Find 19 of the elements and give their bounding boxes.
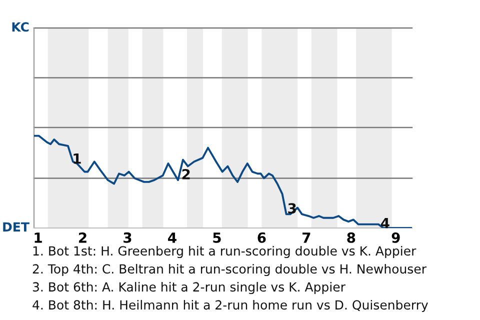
annotation: 3: [288, 203, 296, 214]
x-tick-label: 9: [392, 232, 400, 243]
annotation: 4: [380, 218, 390, 228]
annotation: 1: [74, 154, 81, 164]
x-tick-label: 3: [124, 232, 132, 243]
annotation: 2: [182, 168, 190, 180]
text: 3. Bot 6th: A. Kaline hit a 2-run single vs K. Appier: [32, 282, 346, 294]
text: KC: [12, 22, 29, 32]
x-tick-label: 8: [347, 232, 356, 243]
x-tick-label: 7: [302, 232, 310, 243]
x-tick-label: 1: [34, 232, 42, 243]
x-tick-label: 6: [258, 232, 266, 243]
text: 1. Bot 1st: H. Greenberg hit a run-scoring double vs K. Appier: [33, 246, 416, 258]
text: DET: [3, 222, 30, 232]
x-tick-label: 4: [168, 232, 176, 243]
x-tick-label: 2: [79, 232, 86, 243]
text: 2. Top 4th: C. Beltran hit a run-scoring double vs H. Newhouser: [32, 264, 426, 276]
x-tick-label: 5: [213, 232, 221, 243]
text: 4. Bot 8th: H. Heilmann hit a 2-run home run vs D. Quisenberry: [32, 300, 428, 312]
